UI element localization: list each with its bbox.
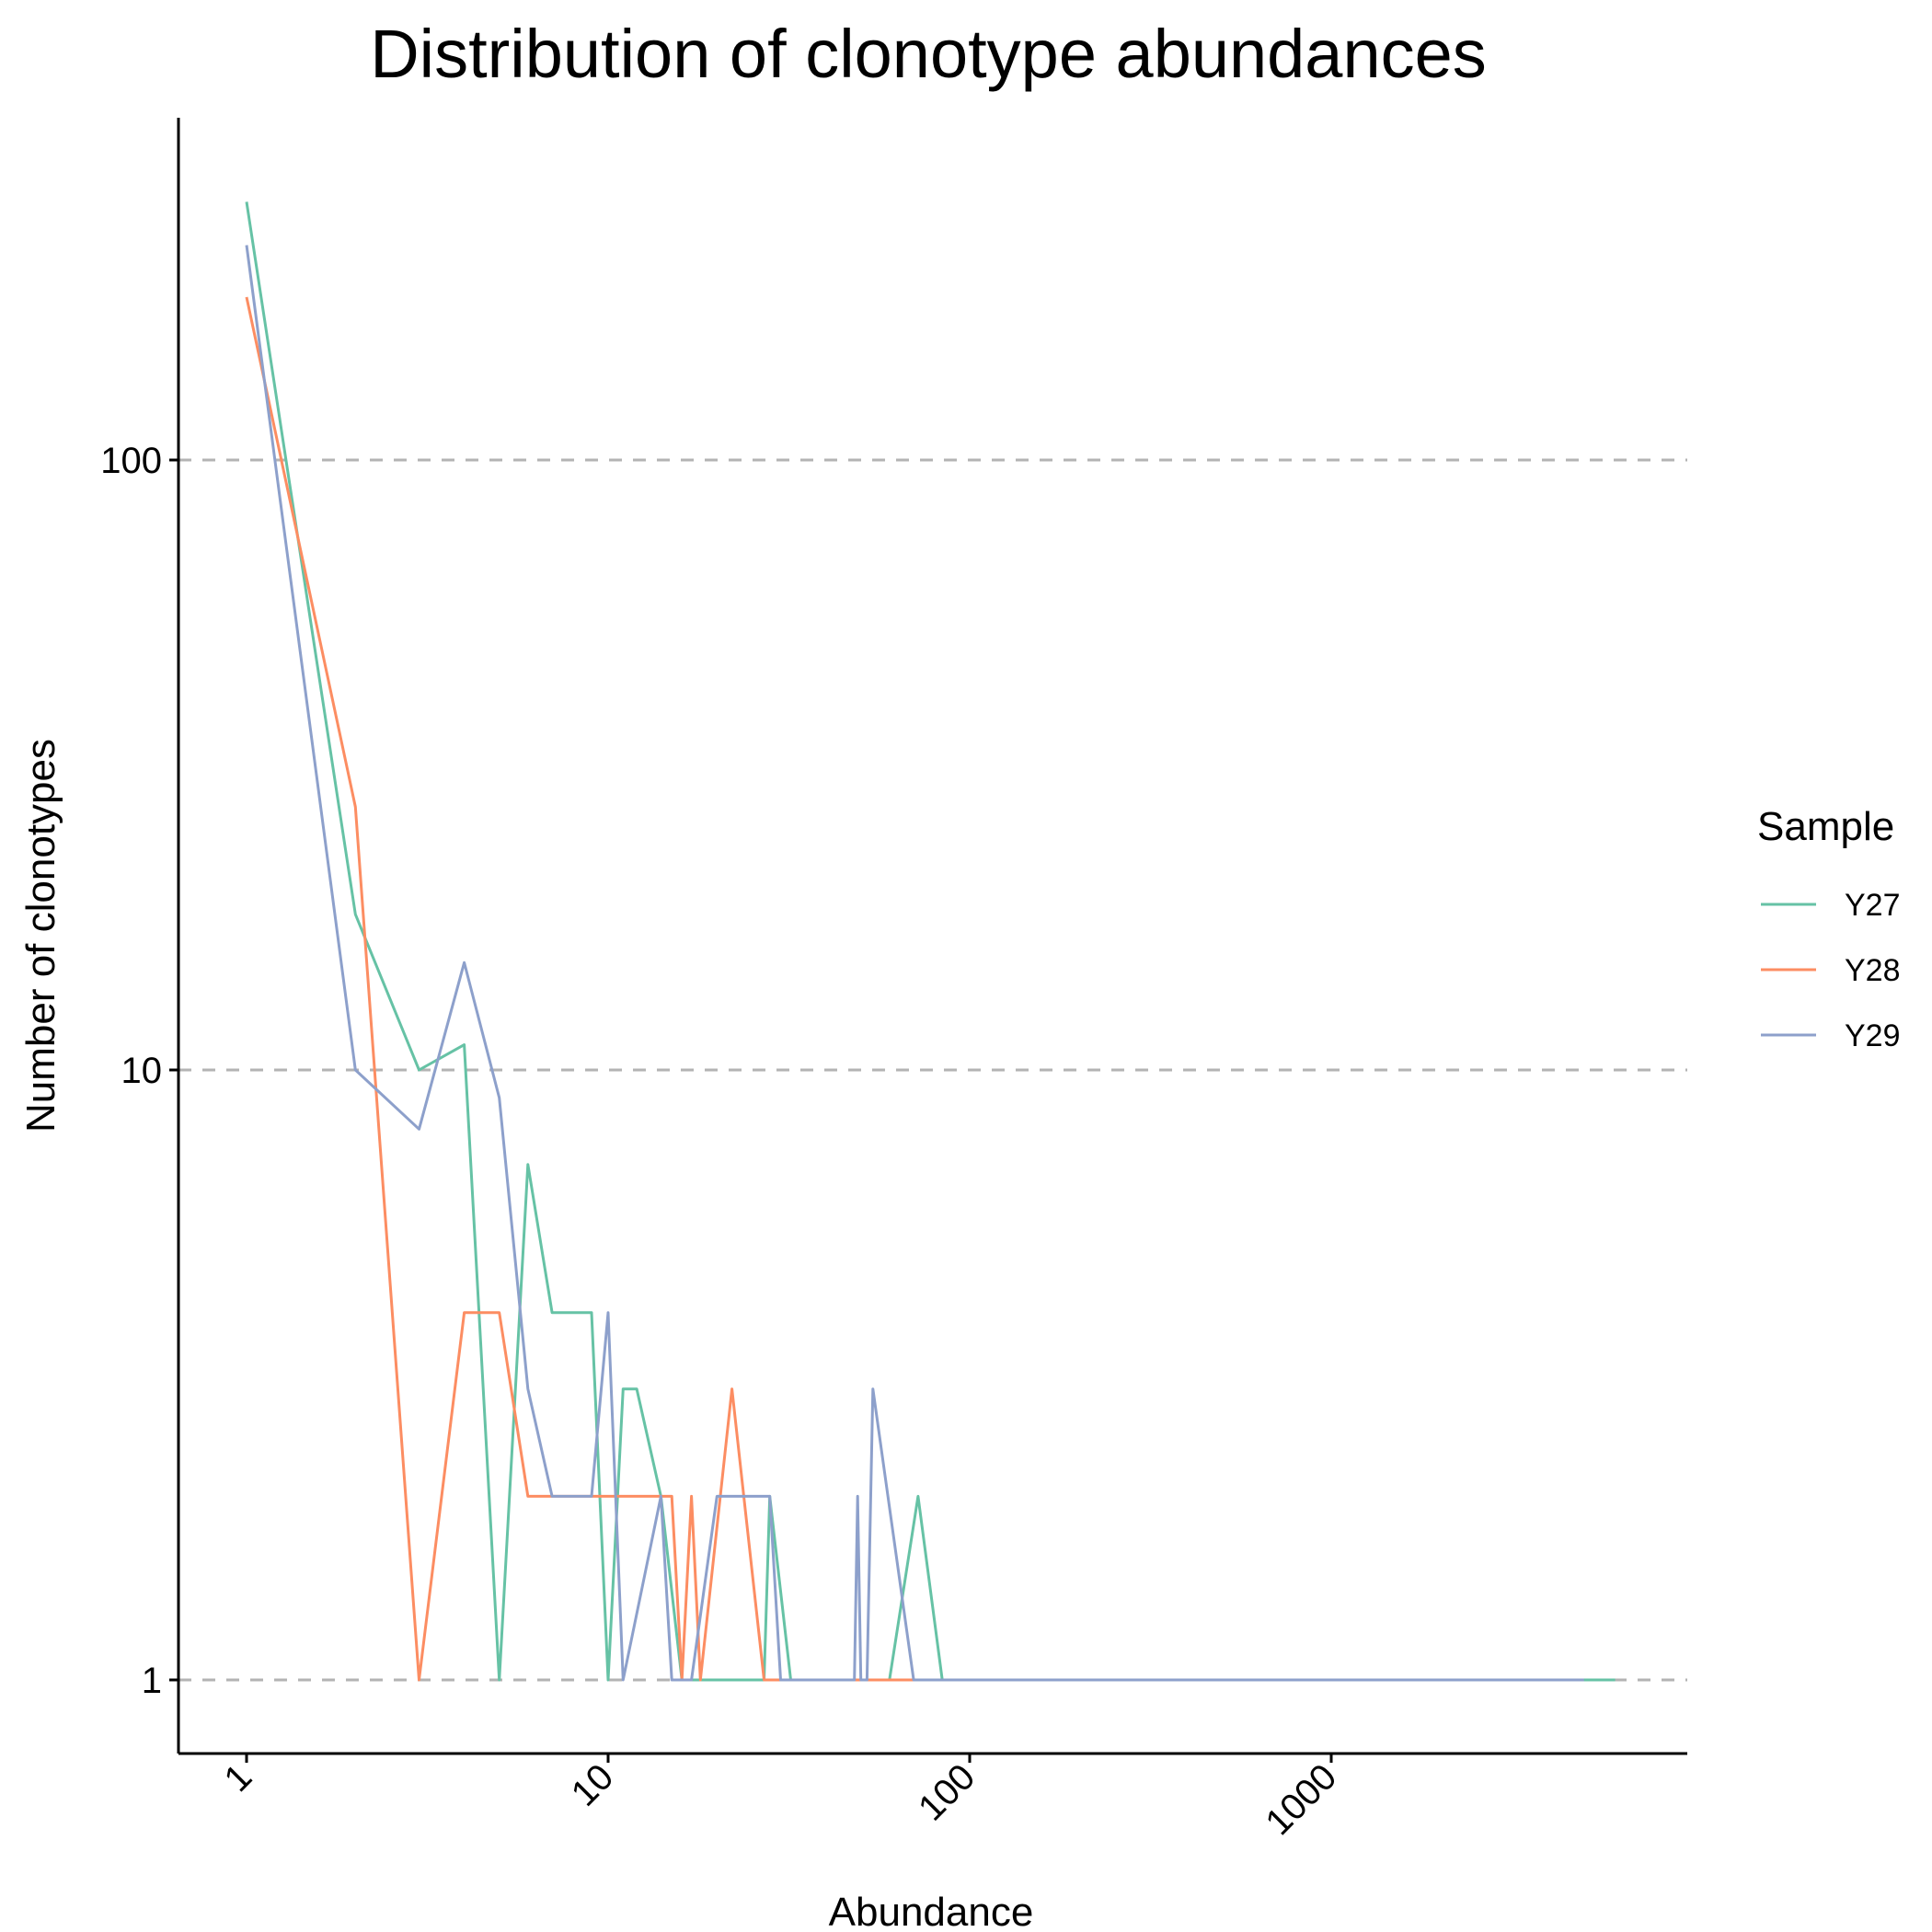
x-axis-ticks: 1 10 100 1000	[217, 1754, 1344, 1843]
legend-label-y29: Y29	[1845, 1018, 1901, 1053]
y-tick-label-100: 100	[100, 441, 162, 481]
series-line-y28	[245, 296, 918, 1682]
series-line-y27	[245, 201, 1616, 1682]
y-tick-label-1: 1	[142, 1661, 162, 1701]
legend-label-y28: Y28	[1845, 953, 1901, 988]
legend-label-y27: Y27	[1845, 888, 1901, 923]
x-tick-label-100: 100	[911, 1756, 983, 1828]
x-axis-title: Abundance	[829, 1890, 1034, 1932]
series-lines	[245, 201, 1616, 1682]
x-tick-label-10: 10	[564, 1756, 622, 1814]
y-tick-label-10: 10	[121, 1051, 163, 1091]
y-axis-ticks: 1 10 100	[100, 441, 178, 1701]
chart-title: Distribution of clonotype abundances	[370, 16, 1487, 92]
x-tick-label-1000: 1000	[1258, 1756, 1344, 1843]
legend: Sample Y27 Y28 Y29	[1757, 804, 1901, 1053]
legend-title: Sample	[1757, 804, 1894, 849]
x-tick-label-1: 1	[217, 1756, 260, 1800]
series-line-y29	[245, 245, 1584, 1682]
y-axis-title: Number of clonotypes	[18, 739, 63, 1133]
